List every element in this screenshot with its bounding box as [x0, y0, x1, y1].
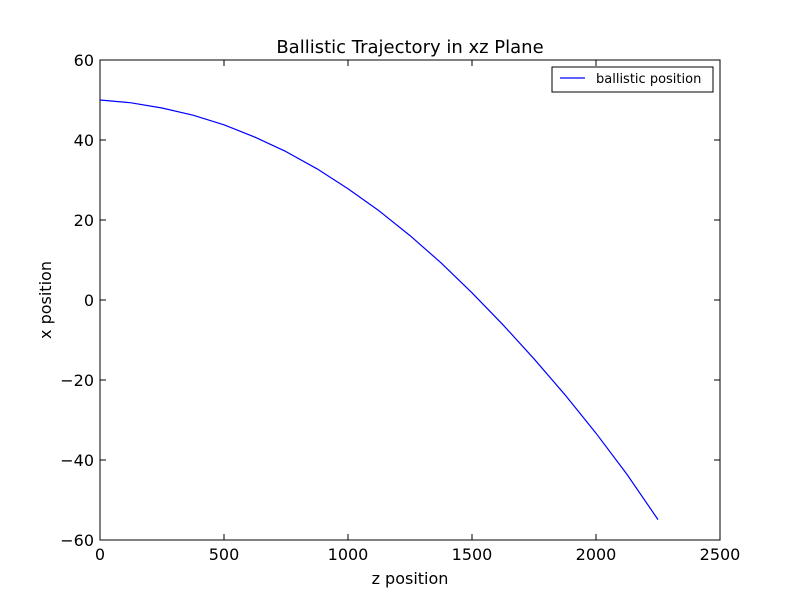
legend-label: ballistic position: [596, 72, 701, 87]
ticks: 0 500 1000 1500 2000 2500 −60 −40 −20 0 20 40 60: [60, 51, 740, 564]
y-tick-label: 20: [74, 211, 94, 230]
plot-area: [99, 59, 721, 541]
x-tick-label: 500: [209, 545, 240, 564]
chart-title: Ballistic Trajectory in xz Plane: [276, 37, 543, 58]
y-tick-label: 60: [74, 51, 94, 70]
y-tick-label: −40: [60, 451, 94, 470]
y-tick-label: 40: [74, 131, 94, 150]
y-tick-label: −20: [60, 371, 94, 390]
legend: ballistic position: [551, 66, 714, 93]
x-axis-label: z position: [372, 569, 449, 588]
y-axis-label: x position: [36, 261, 55, 339]
x-tick-label: 2000: [576, 545, 617, 564]
x-tick-label: 0: [95, 545, 105, 564]
series-line-0: [99, 99, 659, 520]
series-group: [99, 99, 659, 520]
y-tick-label: −60: [60, 531, 94, 550]
y-tick-label: 0: [84, 291, 94, 310]
legend-box: [551, 66, 714, 93]
x-tick-label: 1500: [452, 545, 493, 564]
x-tick-label: 1000: [328, 545, 369, 564]
x-tick-label: 2500: [700, 545, 741, 564]
